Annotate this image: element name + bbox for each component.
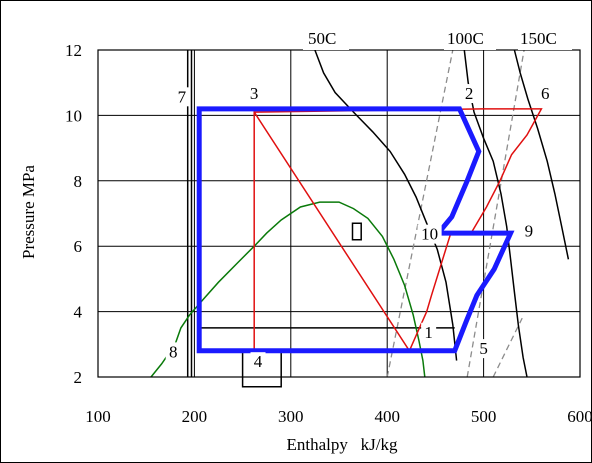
series-outer-cycle [196, 106, 515, 354]
x-tick-label: 600 [567, 407, 592, 426]
isotherm-label-50: 50C [308, 29, 336, 48]
point-label-7: 7 [178, 87, 187, 106]
point-label-bg [521, 221, 537, 241]
x-tick-label: 400 [374, 407, 400, 426]
y-axis-label: Pressure MPa [19, 165, 38, 259]
point-label-5: 5 [479, 339, 488, 358]
series-isotherm-100 [463, 49, 528, 378]
series-isotherm-50 [314, 49, 458, 361]
isotherm-labels: 50C 100C 150C [303, 24, 572, 50]
isotherm-label-bg-50 [303, 24, 349, 50]
point-label-bg [165, 342, 181, 362]
y-tick-label: 10 [65, 106, 82, 125]
isotherm-label-100: 100C [447, 29, 484, 48]
series-isotherm-150 [513, 49, 570, 260]
isotherm-label-bg-100 [444, 24, 496, 50]
point-label-4: 4 [254, 352, 263, 371]
x-tick-label: 300 [278, 407, 304, 426]
y-tick-label: 12 [65, 41, 82, 60]
y-tick-label: 6 [74, 237, 83, 256]
point-label-bg [476, 339, 492, 359]
x-axis-label: Enthalpy kJ/kg [287, 435, 398, 454]
x-tick-label: 500 [471, 407, 497, 426]
isotherm-label-bg-150 [518, 24, 572, 50]
series-isentrope-2 [466, 49, 525, 378]
point-label-bg [537, 84, 553, 104]
point-label-bg [417, 224, 442, 244]
point-label-bg [174, 87, 190, 107]
point-label-bg [461, 84, 477, 104]
series-small-square [351, 222, 362, 241]
series-inner-cycle [253, 108, 543, 353]
series-saturation-dome [150, 201, 426, 378]
y-tick-label: 4 [74, 303, 83, 322]
x-tick-label: 200 [182, 407, 208, 426]
point-labels: 1 2 3 4 5 6 7 8 9 10 [165, 84, 553, 372]
y-tick-label: 2 [74, 368, 83, 387]
series-isentrope-1 [386, 49, 454, 378]
point-label-bg [246, 84, 262, 104]
x-tick-label: 100 [85, 407, 111, 426]
point-label-3: 3 [250, 84, 259, 103]
point-label-10: 10 [421, 225, 438, 244]
point-label-2: 2 [465, 84, 474, 103]
isotherm-label-150: 150C [520, 29, 557, 48]
series-layer [150, 49, 570, 388]
point-label-bg [250, 352, 266, 372]
point-label-6: 6 [541, 84, 550, 103]
point-label-8: 8 [169, 342, 178, 361]
y-tick-label: 8 [74, 172, 83, 191]
point-label-9: 9 [525, 221, 534, 240]
point-label-bg [421, 322, 437, 342]
series-isentrope-3 [492, 317, 523, 378]
point-label-1: 1 [424, 323, 433, 342]
